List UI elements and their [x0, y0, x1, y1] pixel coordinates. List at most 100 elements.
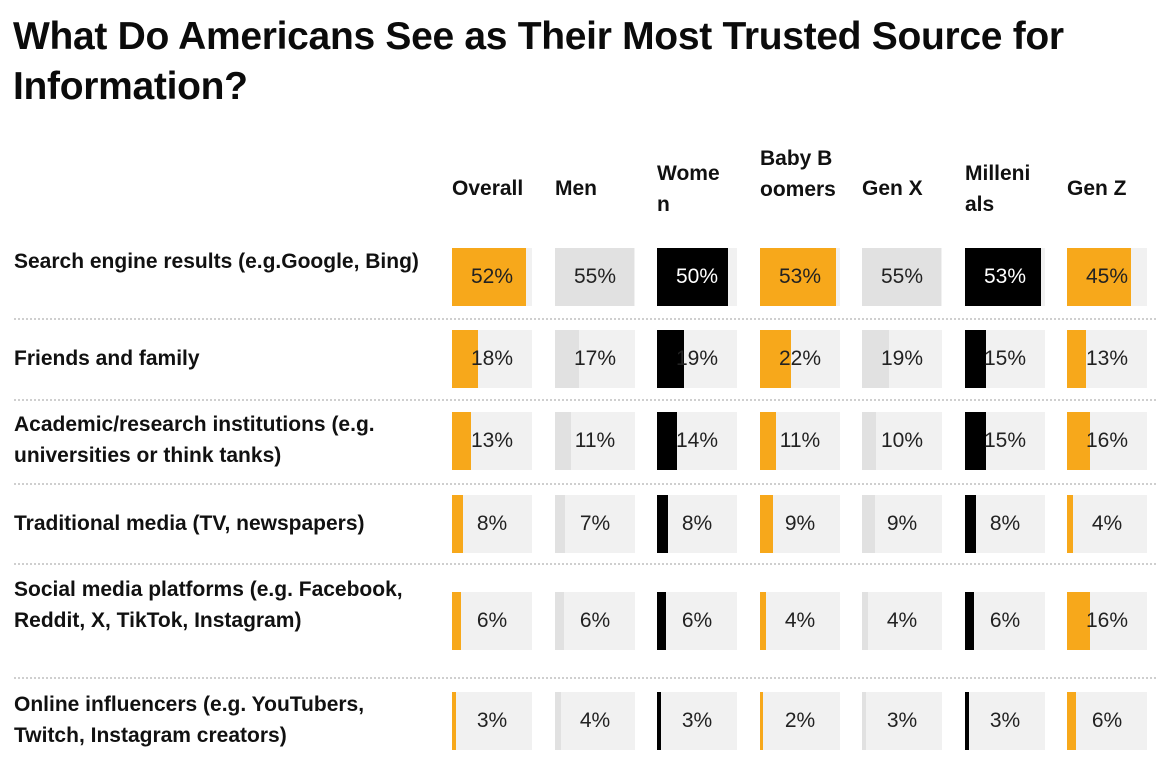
- value-bar: [760, 248, 836, 306]
- data-cell: 53%: [965, 248, 1045, 306]
- data-cell: 3%: [452, 692, 532, 750]
- data-cell: 6%: [965, 592, 1045, 650]
- value-bar: [657, 592, 666, 650]
- value-label: 7%: [579, 512, 611, 535]
- data-cell: 22%: [760, 330, 840, 388]
- data-cell: 8%: [657, 495, 737, 553]
- value-label: 15%: [983, 429, 1027, 452]
- data-cell: 55%: [862, 248, 942, 306]
- data-cell: 16%: [1067, 592, 1147, 650]
- value-bar: [965, 495, 976, 553]
- value-bar: [760, 495, 773, 553]
- column-header-gen-x: Gen X: [862, 177, 923, 200]
- data-cell: 53%: [760, 248, 840, 306]
- column-header-men: Men: [555, 177, 597, 200]
- value-bar: [452, 592, 461, 650]
- column-header-baby-boomers: Baby Boomers: [760, 147, 836, 201]
- data-cell: 11%: [555, 412, 635, 470]
- data-cell: 16%: [1067, 412, 1147, 470]
- value-label: 8%: [476, 512, 508, 535]
- row-label-academic: Academic/research institutions (e.g. uni…: [14, 413, 375, 467]
- data-cell: 3%: [862, 692, 942, 750]
- value-label: 8%: [989, 512, 1021, 535]
- data-cell: 10%: [862, 412, 942, 470]
- data-cell: 4%: [862, 592, 942, 650]
- value-bar: [1067, 692, 1076, 750]
- data-cell: 4%: [1067, 495, 1147, 553]
- value-bar: [862, 692, 866, 750]
- value-bar: [555, 692, 561, 750]
- value-label: 6%: [681, 609, 713, 632]
- value-bar: [555, 412, 571, 470]
- chart-title: What Do Americans See as Their Most Trus…: [13, 15, 1064, 108]
- value-bar: [760, 412, 776, 470]
- value-bar: [1067, 592, 1090, 650]
- value-label: 55%: [573, 265, 617, 288]
- data-cell: 19%: [862, 330, 942, 388]
- data-cell: 4%: [760, 592, 840, 650]
- data-cell: 9%: [862, 495, 942, 553]
- data-cell: 18%: [452, 330, 532, 388]
- value-bar: [862, 592, 868, 650]
- data-cell: 8%: [965, 495, 1045, 553]
- value-label: 6%: [989, 609, 1021, 632]
- data-cell: 7%: [555, 495, 635, 553]
- value-bar: [452, 495, 463, 553]
- data-cell: 13%: [452, 412, 532, 470]
- data-cell: 52%: [452, 248, 532, 306]
- value-label: 6%: [476, 609, 508, 632]
- value-label: 53%: [983, 265, 1027, 288]
- value-bar: [965, 692, 969, 750]
- column-header-gen-z: Gen Z: [1067, 177, 1127, 200]
- value-bar: [862, 495, 875, 553]
- value-label: 6%: [579, 609, 611, 632]
- value-label: 16%: [1085, 429, 1129, 452]
- row-label-friends-family: Friends and family: [14, 347, 200, 370]
- value-bar: [452, 330, 478, 388]
- value-label: 55%: [880, 265, 924, 288]
- value-bar: [555, 495, 565, 553]
- data-cell: 13%: [1067, 330, 1147, 388]
- value-bar: [657, 495, 668, 553]
- value-bar: [1067, 248, 1131, 306]
- value-bar: [965, 412, 986, 470]
- value-bar: [760, 692, 763, 750]
- value-label: 3%: [886, 709, 918, 732]
- value-label: 15%: [983, 347, 1027, 370]
- value-bar: [760, 592, 766, 650]
- data-cell: 2%: [760, 692, 840, 750]
- data-cell: 50%: [657, 248, 737, 306]
- value-label: 45%: [1085, 265, 1129, 288]
- value-label: 9%: [886, 512, 918, 535]
- value-bar: [452, 692, 456, 750]
- value-label: 50%: [675, 265, 719, 288]
- value-bar: [657, 692, 661, 750]
- value-bar: [862, 330, 889, 388]
- data-cell: 8%: [452, 495, 532, 553]
- value-bar: [862, 412, 876, 470]
- value-bar: [555, 330, 579, 388]
- value-label: 11%: [779, 429, 821, 452]
- value-label: 3%: [989, 709, 1021, 732]
- value-bar: [760, 330, 791, 388]
- value-label: 4%: [886, 609, 918, 632]
- data-cell: 4%: [555, 692, 635, 750]
- value-label: 19%: [675, 347, 719, 370]
- value-bar: [1067, 412, 1090, 470]
- value-label: 11%: [574, 429, 616, 452]
- value-label: 3%: [681, 709, 713, 732]
- data-cell: 6%: [1067, 692, 1147, 750]
- value-label: 4%: [784, 609, 816, 632]
- data-cell: 3%: [657, 692, 737, 750]
- row-divider: [14, 677, 1156, 679]
- value-label: 10%: [880, 429, 924, 452]
- value-bar: [555, 248, 634, 306]
- data-cell: 9%: [760, 495, 840, 553]
- value-bar: [657, 248, 728, 306]
- data-cell: 14%: [657, 412, 737, 470]
- data-cell: 6%: [657, 592, 737, 650]
- value-label: 53%: [778, 265, 822, 288]
- row-divider: [14, 483, 1156, 485]
- value-bar: [657, 330, 684, 388]
- value-label: 18%: [470, 347, 514, 370]
